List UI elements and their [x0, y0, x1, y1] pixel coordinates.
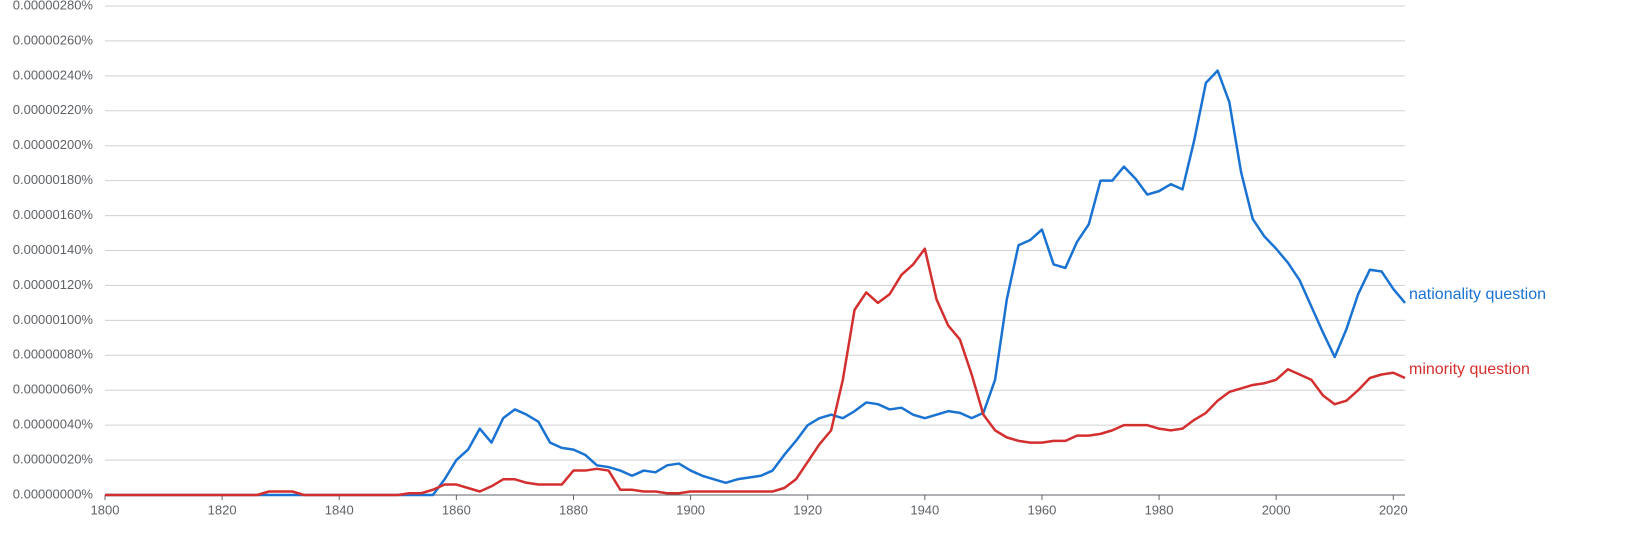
x-tick-label: 1980 [1145, 502, 1174, 517]
x-tick-label: 1800 [91, 502, 120, 517]
y-tick-label: 0.00000260% [13, 32, 94, 47]
series-label: minority question [1409, 361, 1530, 378]
x-tick-label: 2020 [1379, 502, 1408, 517]
x-tick-label: 1920 [793, 502, 822, 517]
x-tick-label: 1840 [325, 502, 354, 517]
x-tick-label: 1820 [208, 502, 237, 517]
x-tick-label: 1860 [442, 502, 471, 517]
y-tick-label: 0.00000180% [13, 172, 94, 187]
y-tick-label: 0.00000280% [13, 0, 94, 12]
y-tick-label: 0.00000240% [13, 67, 94, 82]
y-tick-label: 0.00000000% [13, 486, 94, 501]
x-tick-label: 1940 [910, 502, 939, 517]
y-tick-label: 0.00000060% [13, 382, 94, 397]
x-tick-label: 1960 [1027, 502, 1056, 517]
y-tick-label: 0.00000100% [13, 312, 94, 327]
y-tick-label: 0.00000120% [13, 277, 94, 292]
y-tick-label: 0.00000160% [13, 207, 94, 222]
y-tick-label: 0.00000220% [13, 102, 94, 117]
y-tick-label: 0.00000080% [13, 347, 94, 362]
series-line [105, 247, 1406, 497]
x-tick-label: 1900 [676, 502, 705, 517]
series-line [105, 69, 1406, 497]
y-tick-label: 0.00000140% [13, 242, 94, 257]
y-tick-label: 0.00000200% [13, 137, 94, 152]
x-tick-label: 2000 [1262, 502, 1291, 517]
y-tick-label: 0.00000040% [13, 417, 94, 432]
y-tick-label: 0.00000020% [13, 452, 94, 467]
x-tick-label: 1880 [559, 502, 588, 517]
series-label: nationality question [1409, 286, 1546, 303]
